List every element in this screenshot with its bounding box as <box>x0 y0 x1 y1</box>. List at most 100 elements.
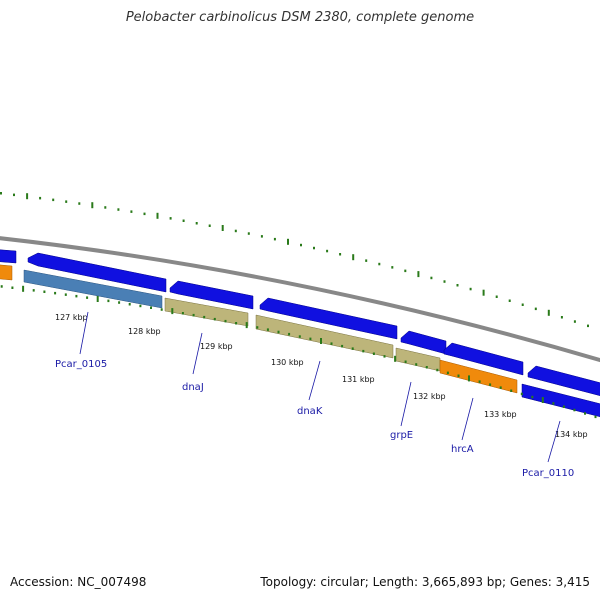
topology-text: Topology: circular; Length: 3,665,893 bp… <box>260 575 590 589</box>
inner-tick-mark <box>139 304 142 308</box>
gc-skew-mark <box>521 303 524 306</box>
gene-label-dnaK[interactable]: dnaK <box>297 406 323 417</box>
inner-tick-mark <box>415 363 418 366</box>
inner-tick-mark <box>425 366 428 369</box>
feature-dnaJ-top[interactable] <box>169 280 254 310</box>
inner-tick-mark <box>372 352 375 355</box>
gc-skew-mark <box>104 206 107 209</box>
gene-label-grpE[interactable]: grpE <box>390 430 413 441</box>
feature-pre-0105[interactable] <box>0 249 17 264</box>
gc-skew-mark <box>417 271 420 278</box>
gc-skew-mark <box>156 212 159 219</box>
tick-label: 129 kbp <box>200 342 233 351</box>
inner-tick-mark <box>75 294 78 298</box>
inner-tick-mark <box>160 308 163 311</box>
feature-hrcA-top[interactable] <box>443 342 524 376</box>
leader-pcar-0105 <box>79 311 89 355</box>
genome-backbone <box>0 236 600 363</box>
inner-tick-mark <box>54 291 57 295</box>
gc-skew-mark <box>195 222 198 225</box>
inner-tick-mark <box>573 408 576 412</box>
gc-skew-mark <box>39 196 42 200</box>
inner-tick-mark <box>468 375 470 382</box>
inner-tick-mark <box>256 326 259 329</box>
gc-skew-mark <box>573 320 576 323</box>
gc-skew-mark <box>326 249 329 253</box>
gc-skew-mark <box>352 254 355 261</box>
gc-skew-mark <box>482 289 485 296</box>
gc-skew-track <box>0 192 589 328</box>
inner-tick-mark <box>436 368 439 372</box>
gc-skew-mark <box>247 232 250 235</box>
inner-tick-mark <box>171 308 174 315</box>
inner-tick-mark <box>224 319 227 323</box>
inner-tick-mark <box>541 397 544 403</box>
inner-tick-mark <box>128 303 131 306</box>
inner-tick-mark <box>213 317 216 321</box>
gc-skew-mark <box>404 269 407 273</box>
feature-pcar-0110-top[interactable] <box>527 365 600 397</box>
feature-dnaK-top[interactable] <box>259 297 398 340</box>
inner-tick-mark <box>96 296 99 302</box>
feature-blue-pcar-0110[interactable] <box>521 383 600 418</box>
feature-khaki-dnaJ[interactable] <box>164 297 249 327</box>
gc-skew-mark <box>117 208 120 211</box>
feature-orange-hrcA[interactable] <box>439 359 518 394</box>
inner-tick-mark <box>235 322 238 325</box>
gene-label-pcar-0105[interactable]: Pcar_0105 <box>55 359 107 370</box>
feature-khaki-grpE[interactable] <box>395 347 441 372</box>
inner-tick-mark <box>203 315 206 319</box>
feature-orange-left[interactable] <box>0 264 13 281</box>
gene-leader-lines <box>79 311 561 463</box>
gc-skew-mark <box>130 210 133 213</box>
gc-skew-mark <box>0 192 2 195</box>
tick-label: 131 kbp <box>342 375 375 384</box>
tick-label: 133 kbp <box>484 410 517 419</box>
gc-skew-mark <box>430 276 433 280</box>
gc-skew-mark <box>221 225 224 231</box>
inner-tick-mark <box>266 328 269 331</box>
inner-tick-mark <box>64 293 67 296</box>
gc-skew-mark <box>13 193 15 197</box>
inner-tick-mark <box>478 380 481 383</box>
gc-skew-mark <box>378 262 381 266</box>
gc-skew-mark <box>143 212 146 216</box>
gc-skew-mark <box>234 229 237 233</box>
gene-label-dnaJ[interactable]: dnaJ <box>182 382 204 393</box>
gc-skew-mark <box>169 217 172 220</box>
feature-steelblue-pcar-0105[interactable] <box>23 269 163 309</box>
inner-tick-mark <box>552 402 555 405</box>
feature-pcar-0105-top[interactable] <box>27 252 167 293</box>
gene-label-pcar-0110[interactable]: Pcar_0110 <box>522 468 574 479</box>
inner-tick-mark <box>298 335 301 338</box>
inner-tick-mark <box>192 313 195 317</box>
gc-skew-mark <box>91 202 94 209</box>
inner-tick-mark <box>499 386 502 389</box>
inner-tick-mark <box>531 395 534 399</box>
inner-tick-mark <box>520 392 523 396</box>
tick-label: 127 kbp <box>55 313 88 322</box>
tick-label: 134 kbp <box>555 430 588 439</box>
gc-skew-mark <box>260 235 263 238</box>
scale-labels: 127 kbp 128 kbp 129 kbp 130 kbp 131 kbp … <box>55 313 588 439</box>
tick-label: 130 kbp <box>271 358 304 367</box>
forward-strand-features <box>0 249 600 397</box>
cds-category-features <box>0 264 600 418</box>
inner-tick-mark <box>320 338 322 344</box>
gc-skew-mark <box>300 243 302 247</box>
map-title: Pelobacter carbinolicus DSM 2380, comple… <box>125 10 475 25</box>
leader-hrcA <box>461 397 474 441</box>
feature-khaki-dnaK[interactable] <box>255 314 394 359</box>
inner-tick-mark <box>594 415 597 419</box>
inner-tick-mark <box>489 383 492 386</box>
inner-tick-mark <box>86 296 89 299</box>
tick-label: 128 kbp <box>128 327 161 336</box>
gc-skew-mark <box>313 246 315 250</box>
leader-dnaK <box>308 360 321 401</box>
gc-skew-mark <box>443 280 446 283</box>
inner-tick-mark <box>150 306 152 309</box>
gene-label-hrcA[interactable]: hrcA <box>451 444 474 455</box>
inner-tick-mark <box>562 405 565 408</box>
gc-skew-mark <box>65 200 68 203</box>
